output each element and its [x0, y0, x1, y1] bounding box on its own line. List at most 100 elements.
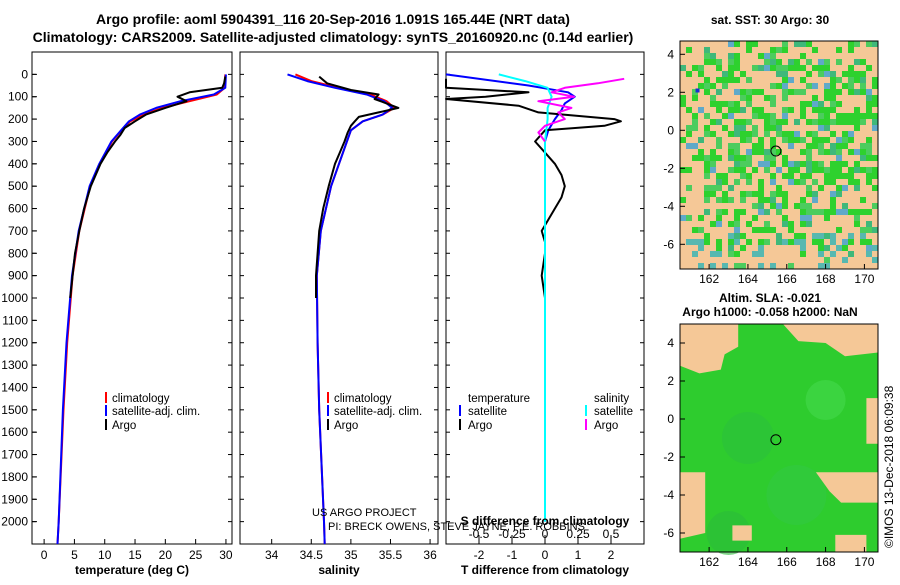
sst-cell — [848, 77, 854, 83]
sst-cell — [698, 215, 704, 221]
sst-cell — [752, 227, 758, 233]
sst-cell — [764, 59, 770, 65]
title-line-1: Argo profile: aoml 5904391_116 20-Sep-20… — [96, 11, 570, 27]
sst-cell — [860, 143, 866, 149]
sst-cell — [806, 143, 812, 149]
sst-cell — [848, 89, 854, 95]
sst-cell — [770, 101, 776, 107]
sst-cell — [812, 179, 818, 185]
sst-cell — [824, 95, 830, 101]
sst-cell — [758, 191, 764, 197]
legend-climatology: climatology — [112, 393, 170, 405]
s-diff-tick-label: 0.25 — [566, 527, 590, 541]
sst-cell — [836, 191, 842, 197]
x-tick-label: 20 — [159, 548, 173, 562]
sst-cell — [818, 101, 824, 107]
depth-tick-label: 100 — [8, 90, 28, 104]
sst-cell — [704, 197, 710, 203]
sst-cell — [830, 179, 836, 185]
sst-cell — [800, 89, 806, 95]
sst-cell — [710, 155, 716, 161]
sst-cell — [752, 113, 758, 119]
s-difference-label: S difference from climatology — [461, 514, 630, 528]
map-x-tick-label: 164 — [738, 272, 758, 286]
x-tick-label: 0 — [542, 548, 549, 562]
sst-cell — [722, 191, 728, 197]
sst-cell — [842, 257, 848, 263]
sst-cell — [686, 47, 692, 53]
map-y-tick-label: 2 — [667, 374, 674, 388]
sst-cell — [782, 155, 788, 161]
sst-cell — [734, 155, 740, 161]
sst-cell — [866, 251, 872, 257]
sst-cell — [800, 137, 806, 143]
sst-cell — [740, 71, 746, 77]
salinity-legend: climatology satellite-adj. clim. Argo — [327, 392, 422, 432]
sst-cell — [830, 119, 836, 125]
sst-cell — [746, 155, 752, 161]
sst-cell — [734, 107, 740, 113]
sst-map-axes: 162 164 166 168 170 4 2 0 -2 -4 -6 — [663, 47, 874, 286]
x-tick-label: 25 — [189, 548, 203, 562]
sst-cell — [806, 203, 812, 209]
sst-cell — [698, 65, 704, 71]
sst-cell — [818, 233, 824, 239]
sst-cell — [758, 113, 764, 119]
sst-cell — [812, 47, 818, 53]
sst-cell — [746, 239, 752, 245]
sst-cell — [824, 245, 830, 251]
x-tick-label: 15 — [128, 548, 142, 562]
sst-cell — [860, 239, 866, 245]
sst-cell — [806, 161, 812, 167]
sst-cell — [794, 167, 800, 173]
sst-cell — [734, 59, 740, 65]
sst-cell — [704, 113, 710, 119]
sst-cell — [812, 107, 818, 113]
argo-float-marker — [770, 434, 782, 446]
sst-cell — [782, 41, 788, 47]
sst-cell — [800, 179, 806, 185]
sst-cell — [728, 131, 734, 137]
sst-cell — [710, 251, 716, 257]
series-line-2 — [315, 75, 400, 298]
series-line-2 — [69, 76, 227, 299]
sla-map-title: Altim. SLA: -0.021 — [719, 291, 821, 305]
sst-cell — [836, 167, 842, 173]
sst-cell — [704, 161, 710, 167]
sst-cell — [752, 167, 758, 173]
sst-cell — [692, 125, 698, 131]
temperature-panel — [31, 51, 233, 545]
sst-cell — [728, 221, 734, 227]
sst-cell — [800, 41, 806, 47]
land-patch — [680, 324, 739, 374]
sst-cell — [848, 167, 854, 173]
sst-cell — [848, 65, 854, 71]
sst-cell — [746, 137, 752, 143]
sst-cell — [836, 143, 842, 149]
map-x-tick-label: 166 — [777, 555, 797, 569]
sst-cell — [806, 221, 812, 227]
sst-cell — [872, 95, 878, 101]
sst-cell — [740, 167, 746, 173]
sst-cell — [842, 71, 848, 77]
sst-cell — [740, 125, 746, 131]
sst-cell — [680, 101, 686, 107]
sst-cell — [704, 83, 710, 89]
depth-tick-label: 1300 — [1, 358, 28, 372]
sst-cell — [758, 89, 764, 95]
sst-cell — [860, 71, 866, 77]
sst-cell — [836, 113, 842, 119]
sst-cell — [770, 65, 776, 71]
sst-cell — [770, 155, 776, 161]
credit-line-2: PI: BRECK OWENS, STEVE JAYNE, P.E. ROBBI… — [328, 521, 585, 533]
sst-cell — [800, 197, 806, 203]
sst-cell — [836, 59, 842, 65]
sst-cell — [842, 239, 848, 245]
depth-tick-label: 1200 — [1, 336, 28, 350]
sst-cell — [680, 167, 686, 173]
sst-cell — [800, 203, 806, 209]
sst-cell — [806, 59, 812, 65]
sst-cell — [830, 83, 836, 89]
sst-cell — [716, 209, 722, 215]
depth-tick-label: 1800 — [1, 470, 28, 484]
